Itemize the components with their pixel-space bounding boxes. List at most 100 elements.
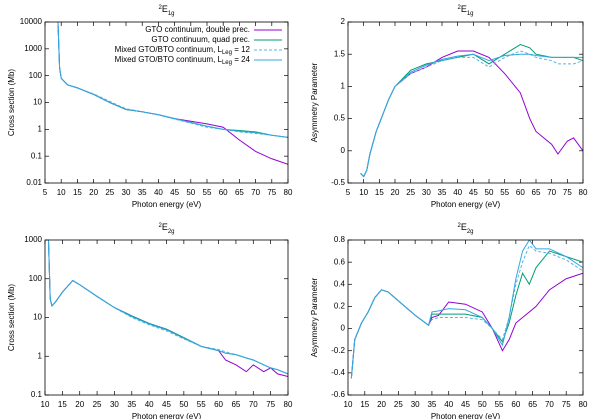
y-tick-label: -0.4: [331, 368, 345, 377]
series-line: [47, 240, 288, 377]
x-tick-label: 30: [110, 400, 119, 409]
plot-area: [47, 240, 288, 377]
series-line: [360, 43, 583, 178]
subplot: 2E2g Photon energy (eV) Cross section (Mb)…: [7, 222, 293, 419]
plot-frame: [44, 21, 289, 184]
x-tick-label: 65: [235, 188, 244, 197]
title-sup: 2: [158, 5, 162, 11]
x-tick-label: 40: [154, 188, 163, 197]
x-tick-label: 50: [478, 400, 487, 409]
legend-text-part: = 12: [232, 45, 251, 54]
legend-text-part: GTO continuum, quad prec.: [151, 35, 250, 44]
x-tick-label: 80: [284, 188, 293, 197]
x-tick-label: 10: [57, 188, 66, 197]
y-tick-label: 0.2: [334, 302, 346, 311]
x-axis-label: Photon energy (eV): [431, 200, 501, 209]
subplot: 2E1g Photon energy (eV) Cross section (Mb)…: [7, 4, 293, 209]
x-tick-label: 45: [170, 188, 179, 197]
x-tick-label: 20: [75, 400, 84, 409]
series-line: [350, 240, 583, 379]
legend-label: GTO continuum, double prec.: [145, 25, 250, 34]
x-tick-label: 55: [500, 188, 509, 197]
x-tick-label: 25: [93, 400, 102, 409]
y-tick-label: -0.2: [331, 346, 345, 355]
x-tick-label: 10: [344, 400, 353, 409]
x-tick-label: 55: [197, 400, 206, 409]
y-tick-label: 0.6: [334, 257, 346, 266]
y-tick-label: -0.6: [331, 390, 345, 399]
title-main: E: [162, 4, 168, 14]
chart-title: 2E1g: [158, 4, 174, 16]
legend-text-part: GTO continuum, double prec.: [145, 25, 250, 34]
y-tick-label: 0.8: [334, 235, 346, 244]
title-main: E: [461, 222, 467, 232]
y-tick-label: 100: [29, 274, 43, 283]
x-tick-label: 60: [214, 400, 223, 409]
x-tick-label: 40: [145, 400, 154, 409]
y-tick-label: 1: [38, 351, 43, 360]
title-main: E: [162, 222, 168, 232]
y-axis-label: Asymmetry Parameter: [310, 62, 319, 142]
y-tick-label: 1000: [24, 44, 42, 53]
y-tick-label: 10: [33, 313, 42, 322]
y-tick-label: 0: [341, 146, 346, 155]
title-sub: 2g: [168, 229, 175, 235]
x-tick-label: 20: [89, 188, 98, 197]
x-tick-label: 40: [453, 188, 462, 197]
x-tick-label: 50: [485, 188, 494, 197]
series-line: [350, 244, 583, 379]
plot-frame: [347, 239, 584, 396]
x-tick-label: 65: [532, 188, 541, 197]
x-tick-label: 30: [411, 400, 420, 409]
plot-area: [360, 43, 583, 178]
x-tick-label: 60: [516, 188, 525, 197]
x-tick-label: 10: [41, 400, 50, 409]
title-main: E: [461, 4, 467, 14]
series-line: [360, 53, 583, 178]
y-tick-label: 0.01: [26, 178, 42, 187]
x-tick-label: 20: [391, 188, 400, 197]
title-sup: 2: [457, 223, 461, 229]
y-tick-label: 1000: [24, 235, 42, 244]
plot-area: [350, 240, 583, 379]
x-tick-label: 15: [360, 400, 369, 409]
x-tick-label: 50: [179, 400, 188, 409]
x-tick-label: 35: [138, 188, 147, 197]
x-tick-label: 60: [219, 188, 228, 197]
x-tick-label: 80: [284, 400, 293, 409]
plot-area: [57, 22, 288, 165]
title-sub: 2g: [467, 229, 474, 235]
x-axis-label: Photon energy (eV): [431, 412, 501, 419]
y-tick-label: 1.5: [334, 49, 346, 58]
x-tick-label: 45: [469, 188, 478, 197]
title-sub: 1g: [168, 11, 175, 17]
x-tick-label: 30: [422, 188, 431, 197]
y-axis-label: Cross section (Mb): [7, 284, 16, 351]
y-tick-label: 2: [341, 17, 346, 26]
x-tick-label: 75: [563, 188, 572, 197]
legend-text-part: Leg: [222, 60, 232, 66]
x-tick-label: 40: [444, 400, 453, 409]
x-tick-label: 15: [58, 400, 67, 409]
x-tick-label: 55: [495, 400, 504, 409]
legend-text-part: Mixed GTO/BTO continuum, L: [115, 55, 223, 64]
x-tick-label: 25: [394, 400, 403, 409]
series-line: [360, 50, 583, 178]
y-tick-label: 10000: [20, 17, 43, 26]
x-tick-label: 80: [579, 188, 588, 197]
x-tick-label: 15: [375, 188, 384, 197]
y-tick-label: -0.5: [331, 178, 345, 187]
series-line: [47, 240, 288, 375]
x-tick-label: 65: [231, 400, 240, 409]
legend-label: GTO continuum, quad prec.: [151, 35, 250, 44]
x-tick-label: 35: [427, 400, 436, 409]
series-line: [47, 240, 288, 375]
plot-frame: [347, 21, 584, 184]
y-tick-label: 10: [33, 98, 42, 107]
series-line: [47, 240, 288, 375]
x-tick-label: 15: [73, 188, 82, 197]
legend-label: Mixed GTO/BTO continuum, LLeg = 12: [115, 45, 251, 55]
